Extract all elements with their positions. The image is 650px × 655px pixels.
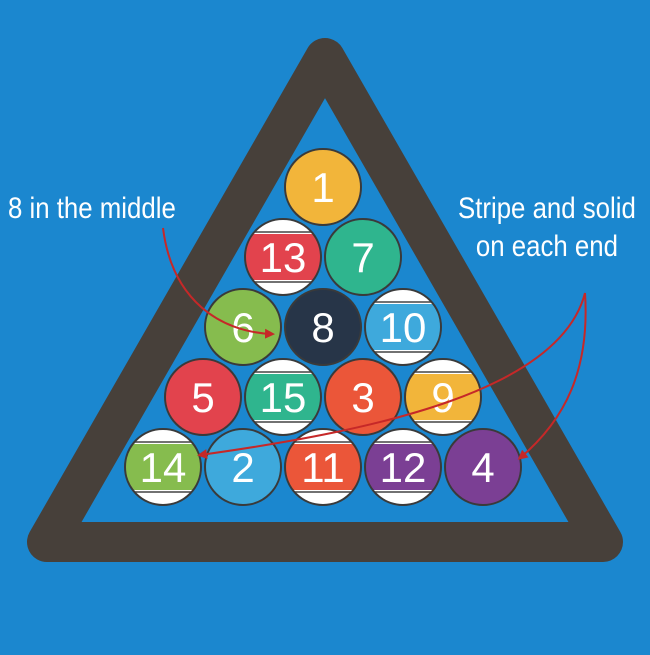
ball-outline bbox=[404, 358, 482, 436]
ball-stripe-band bbox=[365, 304, 441, 350]
ball-outline bbox=[364, 428, 442, 506]
ball-8: 8 bbox=[284, 288, 362, 366]
ball-number-label: 13 bbox=[260, 234, 307, 281]
ball-number-label: 14 bbox=[140, 444, 187, 491]
ball-number-label: 9 bbox=[431, 374, 454, 421]
annotation-right-line2: on each end bbox=[475, 230, 618, 263]
ball-solid-body bbox=[284, 148, 362, 226]
ball-number-label: 7 bbox=[351, 234, 374, 281]
arrow-to-fourteen bbox=[197, 292, 586, 459]
balls-group: 113 7 6 8 10 5 15 3 9 14 2 11 12 4 bbox=[124, 148, 522, 506]
ball-1: 1 bbox=[284, 148, 362, 226]
arrow-to-eight bbox=[162, 227, 275, 339]
ball-solid-body bbox=[204, 288, 282, 366]
ball-stripe-band bbox=[245, 374, 321, 420]
ball-12: 12 bbox=[364, 428, 442, 506]
ball-number-label: 3 bbox=[351, 374, 374, 421]
ball-solid-body bbox=[164, 358, 242, 436]
ball-7: 7 bbox=[324, 218, 402, 296]
ball-10: 10 bbox=[364, 288, 442, 366]
ball-outline bbox=[364, 288, 442, 366]
ball-11: 11 bbox=[284, 428, 362, 506]
ball-outline bbox=[244, 358, 322, 436]
ball-outline bbox=[244, 218, 322, 296]
arrow-to-four bbox=[517, 292, 587, 460]
ball-number-label: 4 bbox=[471, 444, 494, 491]
ball-solid-body bbox=[444, 428, 522, 506]
annotation-stripe-and-solid: Stripe and solid on each end bbox=[458, 190, 636, 266]
ball-number-label: 5 bbox=[191, 374, 214, 421]
ball-14: 14 bbox=[124, 428, 202, 506]
ball-solid-body bbox=[284, 288, 362, 366]
ball-solid-body bbox=[204, 428, 282, 506]
ball-stripe-band bbox=[285, 444, 361, 490]
ball-number-label: 15 bbox=[260, 374, 307, 421]
ball-9: 9 bbox=[404, 358, 482, 436]
ball-number-label: 2 bbox=[231, 444, 254, 491]
ball-stripe-band bbox=[125, 444, 201, 490]
ball-solid-body bbox=[324, 358, 402, 436]
ball-stripe-band bbox=[245, 234, 321, 280]
ball-outline bbox=[284, 428, 362, 506]
ball-4: 4 bbox=[444, 428, 522, 506]
ball-15: 15 bbox=[244, 358, 322, 436]
ball-number-label: 8 bbox=[311, 304, 334, 351]
ball-2: 2 bbox=[204, 428, 282, 506]
ball-solid-body bbox=[324, 218, 402, 296]
ball-number-label: 11 bbox=[301, 444, 345, 491]
annotation-eight-in-middle: 8 in the middle bbox=[8, 192, 176, 225]
ball-number-label: 10 bbox=[380, 304, 427, 351]
ball-number-label: 6 bbox=[231, 304, 254, 351]
ball-outline bbox=[124, 428, 202, 506]
ball-number-label: 1 bbox=[311, 164, 334, 211]
ball-stripe-band bbox=[365, 444, 441, 490]
ball-6: 6 bbox=[204, 288, 282, 366]
ball-3: 3 bbox=[324, 358, 402, 436]
ball-5: 5 bbox=[164, 358, 242, 436]
ball-13: 13 bbox=[244, 218, 322, 296]
ball-number-label: 12 bbox=[380, 444, 427, 491]
rack-triangle bbox=[27, 38, 623, 562]
annotation-right-line1: Stripe and solid bbox=[458, 192, 636, 225]
